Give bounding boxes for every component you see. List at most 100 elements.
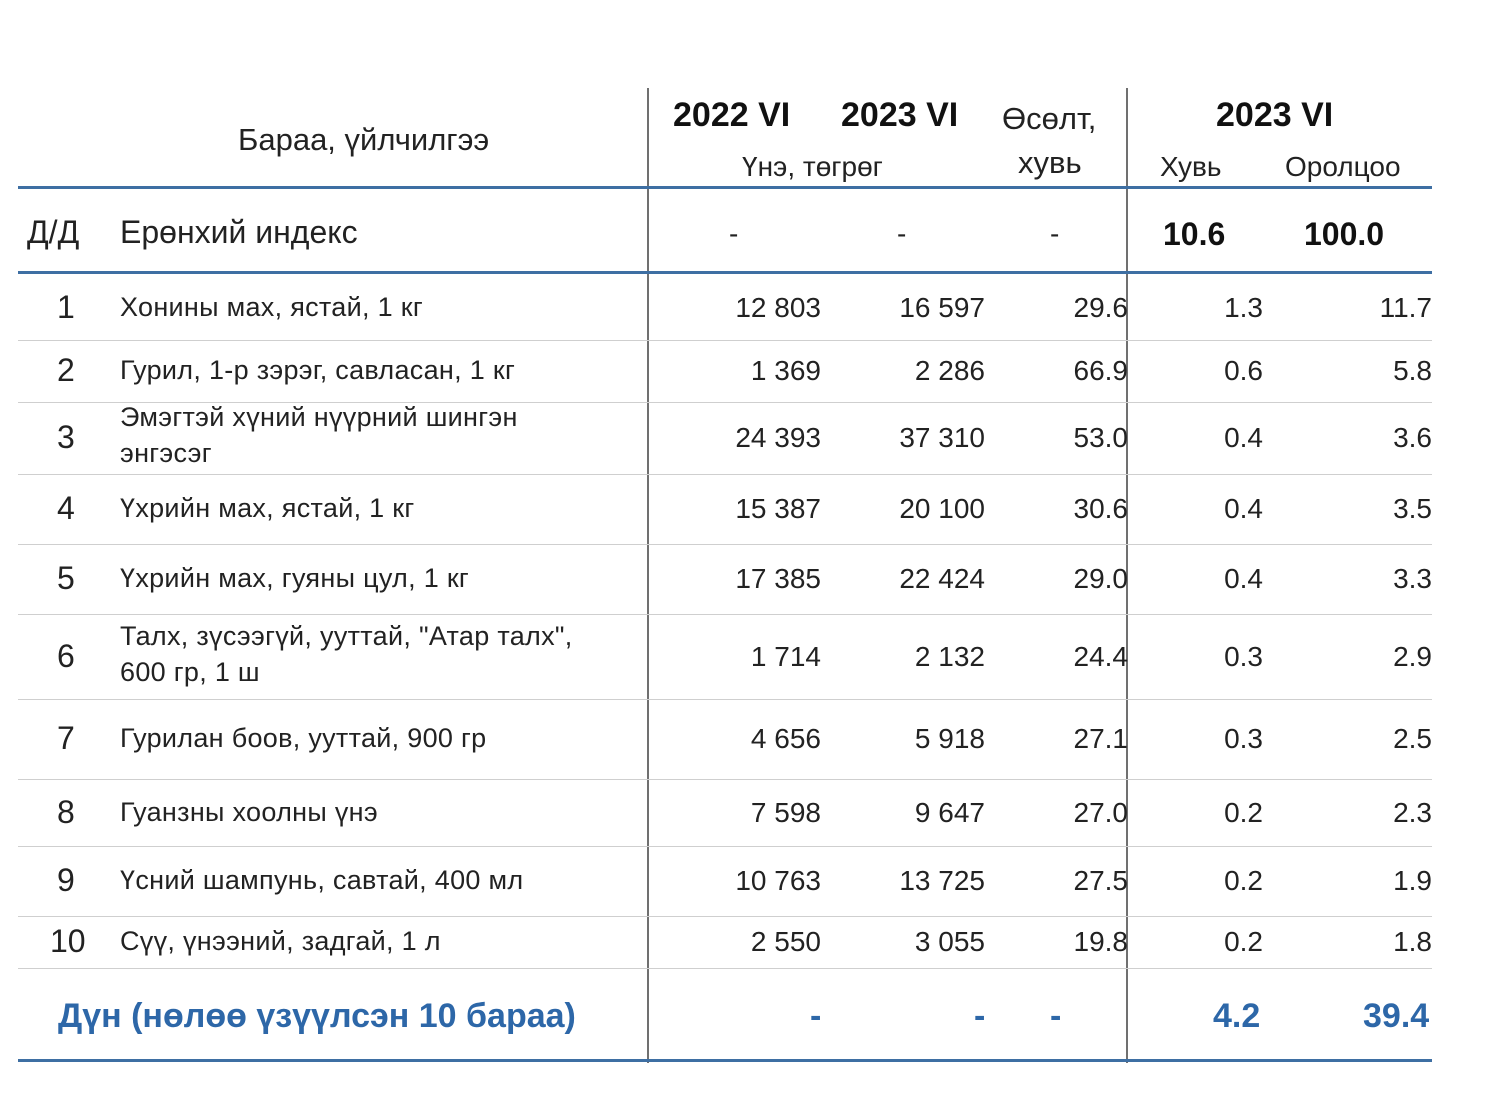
header-right-year: 2023 VI	[1216, 96, 1334, 134]
row-growth: 24.4	[1073, 640, 1129, 672]
row-share: 0.2	[1224, 926, 1263, 957]
row-separator	[18, 846, 1432, 847]
row-growth: 27.5	[1073, 865, 1129, 896]
header-underline	[18, 186, 1432, 189]
row-price-2023: 13 725	[899, 865, 985, 896]
row-contribution: 2.5	[1393, 723, 1432, 754]
row-growth: 29.6	[1073, 292, 1129, 323]
row-name: Гурил, 1-р зэрэг, савласан, 1 кг	[120, 355, 516, 385]
row-price-2023: 20 100	[899, 493, 985, 524]
row-growth: 27.1	[1073, 723, 1129, 754]
row-share: 1.3	[1224, 292, 1263, 323]
row-share: 0.4	[1224, 563, 1263, 594]
row-growth: 29.0	[1073, 563, 1129, 594]
row-index: 4	[57, 490, 75, 526]
row-contribution: 1.8	[1393, 926, 1432, 957]
row-name-line2: энгэсэг	[120, 438, 212, 468]
header-year-2022: 2022 VI	[673, 96, 791, 134]
row-price-2023: 2 286	[914, 355, 985, 386]
row-index: 10	[50, 923, 86, 959]
total-label: Дүн (нөлөө үзүүлсэн 10 бараа)	[58, 997, 576, 1035]
row-index: 8	[57, 793, 75, 830]
general-growth: -	[1050, 218, 1060, 249]
row-separator	[18, 779, 1432, 780]
row-index: 6	[57, 637, 75, 674]
row-price-2023: 5 918	[914, 723, 985, 754]
row-name-line2: 600 гр, 1 ш	[120, 656, 260, 687]
row-share: 0.2	[1224, 865, 1263, 896]
row-separator	[18, 699, 1432, 700]
row-price-2022: 4 656	[750, 723, 821, 754]
row-contribution: 2.3	[1393, 796, 1432, 828]
row-index: 1	[57, 289, 75, 325]
divider-left	[647, 88, 649, 1063]
row-separator	[18, 474, 1432, 475]
general-index-marker: Д/Д	[27, 214, 80, 250]
divider-right	[1126, 88, 1128, 1063]
row-price-2022: 1 714	[750, 640, 821, 672]
row-index: 7	[57, 720, 75, 756]
row-contribution: 3.5	[1393, 493, 1432, 524]
header-growth-label-2: хувь	[1018, 145, 1082, 180]
row-growth: 53.0	[1073, 422, 1129, 453]
row-index: 2	[57, 352, 75, 388]
row-price-2022: 17 385	[735, 563, 821, 594]
row-name: Талх, зүсээгүй, ууттай, "Атар талх",	[120, 620, 573, 651]
header-price-label: Үнэ, төгрөг	[742, 151, 883, 182]
row-share: 0.3	[1224, 723, 1263, 754]
row-growth: 19.8	[1073, 926, 1129, 957]
header-growth-label-1: Өсөлт,	[1002, 101, 1097, 136]
row-name: Сүү, үнээний, задгай, 1 л	[120, 926, 441, 956]
row-name: Эмэгтэй хүний нүүрний шингэн	[120, 402, 518, 432]
row-share: 0.2	[1224, 796, 1263, 828]
row-price-2022: 12 803	[735, 292, 821, 323]
row-share: 0.3	[1224, 640, 1263, 672]
general-p2022: -	[729, 218, 739, 249]
total-p2022: -	[810, 997, 822, 1035]
row-separator	[18, 340, 1432, 341]
total-contribution: 39.4	[1363, 997, 1430, 1035]
row-name: Хонины мах, ястай, 1 кг	[120, 292, 423, 322]
header-year-2023: 2023 VI	[841, 96, 959, 134]
row-price-2022: 10 763	[735, 865, 821, 896]
row-price-2022: 24 393	[735, 422, 821, 453]
row-contribution: 1.9	[1393, 865, 1432, 896]
general-share: 10.6	[1163, 216, 1226, 252]
row-price-2023: 9 647	[914, 796, 985, 828]
row-price-2023: 22 424	[899, 563, 985, 594]
row-contribution: 11.7	[1379, 292, 1432, 323]
header-share-label: Хувь	[1160, 151, 1222, 182]
general-underline	[18, 271, 1432, 274]
row-name: Үхрийн мах, ястай, 1 кг	[120, 493, 415, 523]
row-name: Гуанзны хоолны үнэ	[120, 796, 378, 827]
row-name: Гурилан боов, ууттай, 900 гр	[120, 723, 487, 753]
row-contribution: 5.8	[1393, 355, 1432, 386]
row-price-2023: 16 597	[899, 292, 985, 323]
row-contribution: 2.9	[1393, 640, 1432, 672]
row-contribution: 3.3	[1393, 563, 1432, 594]
row-growth: 66.9	[1073, 355, 1129, 386]
row-contribution: 3.6	[1393, 422, 1432, 453]
total-p2023: -	[974, 997, 986, 1035]
general-contribution: 100.0	[1304, 216, 1385, 252]
row-share: 0.4	[1224, 493, 1263, 524]
row-separator	[18, 614, 1432, 615]
row-price-2023: 37 310	[899, 422, 985, 453]
row-index: 5	[57, 560, 75, 596]
total-underline	[18, 1059, 1432, 1062]
total-growth: -	[1050, 997, 1062, 1035]
row-price-2022: 7 598	[750, 796, 821, 828]
row-share: 0.6	[1224, 355, 1263, 386]
row-index: 3	[57, 419, 75, 455]
row-price-2022: 15 387	[735, 493, 821, 524]
row-name: Үхрийн мах, гуяны цул, 1 кг	[120, 563, 470, 593]
row-price-2023: 3 055	[914, 926, 985, 957]
row-separator	[18, 916, 1432, 917]
row-growth: 30.6	[1073, 493, 1129, 524]
header-product-label: Бараа, үйлчилгээ	[238, 122, 490, 157]
general-index-name: Ерөнхий индекс	[120, 214, 358, 250]
row-price-2023: 2 132	[914, 640, 985, 672]
row-price-2022: 2 550	[750, 926, 821, 957]
row-separator	[18, 968, 1432, 969]
